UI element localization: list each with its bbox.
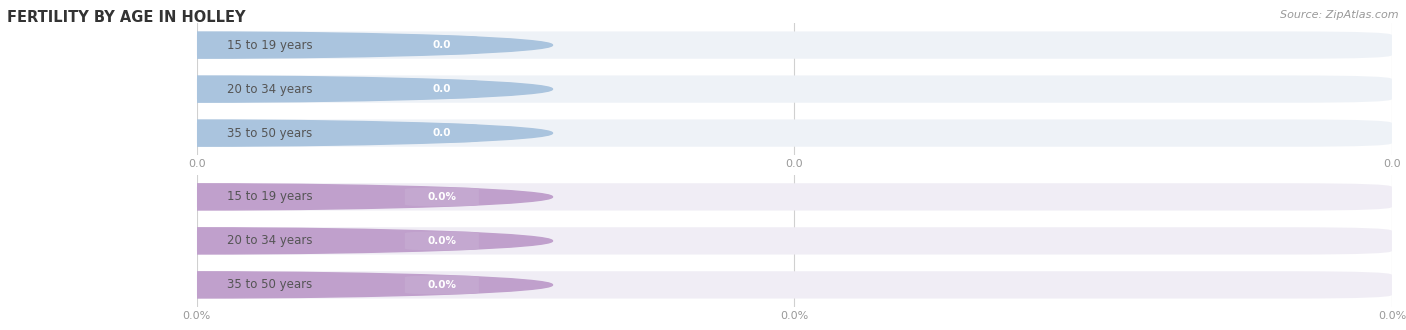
FancyBboxPatch shape — [405, 275, 479, 295]
Text: 15 to 19 years: 15 to 19 years — [226, 39, 312, 51]
FancyBboxPatch shape — [197, 183, 1392, 211]
Text: 0.0: 0.0 — [433, 40, 451, 50]
FancyBboxPatch shape — [197, 31, 1392, 59]
Circle shape — [0, 228, 553, 254]
FancyBboxPatch shape — [197, 227, 1392, 254]
FancyBboxPatch shape — [197, 119, 1392, 147]
Text: 35 to 50 years: 35 to 50 years — [226, 279, 312, 291]
Circle shape — [0, 32, 553, 58]
FancyBboxPatch shape — [405, 123, 479, 143]
Text: FERTILITY BY AGE IN HOLLEY: FERTILITY BY AGE IN HOLLEY — [7, 10, 246, 25]
Text: 20 to 34 years: 20 to 34 years — [226, 82, 312, 96]
Circle shape — [0, 272, 553, 298]
FancyBboxPatch shape — [405, 35, 479, 55]
Text: Source: ZipAtlas.com: Source: ZipAtlas.com — [1281, 10, 1399, 20]
Text: 20 to 34 years: 20 to 34 years — [226, 234, 312, 248]
FancyBboxPatch shape — [405, 231, 479, 251]
Text: 0.0%: 0.0% — [427, 280, 457, 290]
Circle shape — [0, 76, 553, 102]
Text: 0.0%: 0.0% — [427, 236, 457, 246]
Text: 15 to 19 years: 15 to 19 years — [226, 190, 312, 203]
Circle shape — [0, 184, 553, 210]
FancyBboxPatch shape — [405, 79, 479, 99]
FancyBboxPatch shape — [405, 187, 479, 207]
Text: 35 to 50 years: 35 to 50 years — [226, 127, 312, 140]
Text: 0.0: 0.0 — [433, 84, 451, 94]
Text: 0.0: 0.0 — [433, 128, 451, 138]
FancyBboxPatch shape — [197, 271, 1392, 299]
FancyBboxPatch shape — [197, 76, 1392, 103]
Circle shape — [0, 120, 553, 146]
Text: 0.0%: 0.0% — [427, 192, 457, 202]
